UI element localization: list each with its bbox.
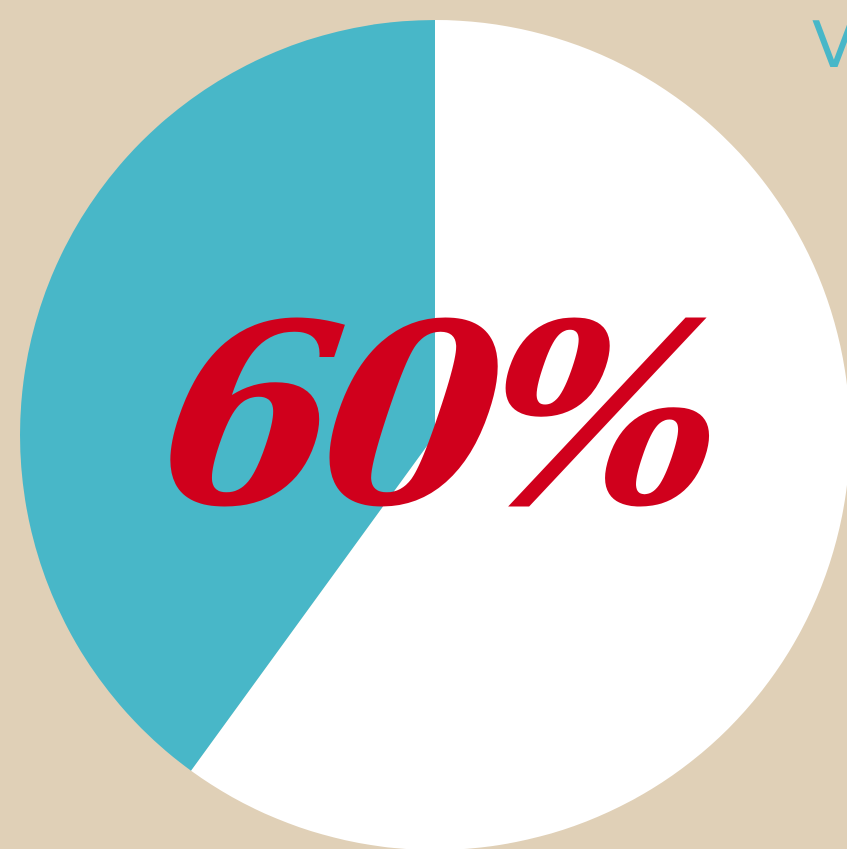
- pie-slices: [20, 20, 847, 849]
- pie-slice-white: [191, 20, 847, 849]
- pie-value-label: 60%: [143, 268, 735, 562]
- pie-slice-teal: [20, 20, 435, 771]
- corner-text: V: [812, 9, 847, 83]
